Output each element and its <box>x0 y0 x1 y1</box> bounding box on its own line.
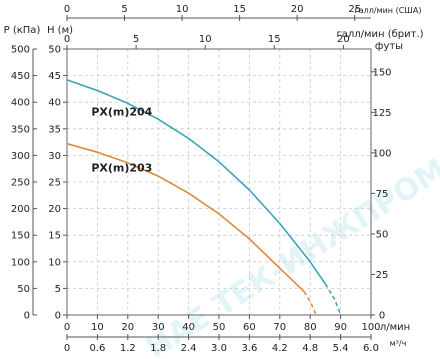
right-ft-tick-label: 50 <box>376 229 389 240</box>
right-ft-tick-label: 0 <box>379 311 385 322</box>
x-tick-label: 30 <box>152 322 165 333</box>
top-uk-tick-label: 5 <box>133 34 139 45</box>
series-dashed-extension-0 <box>324 283 342 316</box>
bottom-secondary-tick-label: 1.2 <box>120 343 136 354</box>
left-kpa-tick-label: 100 <box>11 257 30 268</box>
x-tick-label: 100 <box>361 322 380 333</box>
left-kpa-tick-label: 0 <box>24 311 30 322</box>
top-us-tick-label: 0 <box>64 4 70 15</box>
y-tick-label: 50 <box>48 45 61 56</box>
bottom-secondary-tick-label: 4.8 <box>302 343 318 354</box>
right-ft-unit: футы <box>375 41 403 52</box>
right-ft-tick-label: 125 <box>372 108 391 119</box>
top-us-tick-label: 15 <box>233 4 246 15</box>
grid-layer <box>67 48 372 315</box>
y-tick-label: 25 <box>48 178 61 189</box>
right-ft-tick-label: 100 <box>372 148 391 159</box>
top-us-tick-label: 5 <box>121 4 127 15</box>
x-axis-unit: л/мин <box>380 322 410 333</box>
bottom-secondary-tick-label: 0.6 <box>89 343 105 354</box>
bottom-secondary-tick-label: 3.6 <box>241 343 257 354</box>
left-kpa-tick-label: 200 <box>11 204 30 215</box>
left-kpa-tick-label: 250 <box>11 178 30 189</box>
left-kpa-tick-label: 400 <box>11 98 30 109</box>
bottom-secondary-tick-label: 5.4 <box>333 343 349 354</box>
left-kpa-tick-label: 350 <box>11 124 30 135</box>
bottom-secondary-tick-label: 3.0 <box>211 343 227 354</box>
x-tick-label: 0 <box>64 322 70 333</box>
series-line-0 <box>66 79 327 285</box>
bottom-secondary-tick-label: 0 <box>64 343 70 354</box>
x-tick-label: 60 <box>243 322 256 333</box>
top-uk-tick-label: 10 <box>199 34 212 45</box>
top-us-tick-label: 10 <box>176 4 189 15</box>
left-kpa-tick-label: 300 <box>11 151 30 162</box>
y-tick-label: 35 <box>48 124 61 135</box>
y-tick-label: 5 <box>55 284 61 295</box>
y-tick-label: 45 <box>48 71 61 82</box>
top-uk-tick-label: 20 <box>337 34 350 45</box>
y-tick-label: 15 <box>48 231 61 242</box>
top-us-tick-label: 20 <box>291 4 304 15</box>
left-kpa-tick-label: 450 <box>11 71 30 82</box>
bottom-secondary-tick-label: 4.2 <box>272 343 288 354</box>
x-tick-label: 80 <box>304 322 317 333</box>
y-tick-label: 40 <box>48 98 61 109</box>
x-tick-label: 20 <box>121 322 134 333</box>
series-label-0: PX(m)204 <box>91 106 152 119</box>
left-kpa-tick-label: 50 <box>17 284 30 295</box>
series-layer: PX(m)204 PX(m)203 <box>66 79 342 316</box>
left-kpa-tick-label: 150 <box>11 231 30 242</box>
bottom-secondary-tick-label: 1.8 <box>150 343 166 354</box>
series-line-1 <box>66 142 305 293</box>
top-uk-unit: галл/мин (брит.) <box>336 29 423 40</box>
bottom-secondary-unit: м³/ч <box>390 339 407 348</box>
x-tick-label: 10 <box>91 322 104 333</box>
bottom-secondary-tick-label: 2.4 <box>181 343 197 354</box>
y-tick-label: 10 <box>48 257 61 268</box>
top-us-unit: галл/мин (США) <box>355 6 422 15</box>
top-us-tick-label: 25 <box>348 4 361 15</box>
x-tick-label: 50 <box>213 322 226 333</box>
right-ft-tick-label: 150 <box>372 67 391 78</box>
left-kpa-tick-label: 500 <box>11 45 30 56</box>
x-tick-label: 70 <box>273 322 286 333</box>
y-tick-label: 0 <box>55 311 61 322</box>
y-tick-label: 20 <box>48 204 61 215</box>
series-label-1: PX(m)203 <box>91 161 152 174</box>
series-dashed-extension-1 <box>303 291 318 316</box>
right-ft-tick-label: 25 <box>376 270 389 281</box>
right-ft-tick-label: 75 <box>376 189 389 200</box>
x-tick-label: 40 <box>182 322 195 333</box>
y-axis-unit: H (м) <box>47 25 73 36</box>
top-uk-tick-label: 15 <box>268 34 281 45</box>
left-kpa-unit: P (кПа) <box>4 25 41 36</box>
top-uk-tick-label: 0 <box>64 34 70 45</box>
bottom-secondary-tick-label: 6.0 <box>363 343 379 354</box>
x-tick-label: 90 <box>334 322 347 333</box>
y-tick-label: 30 <box>48 151 61 162</box>
